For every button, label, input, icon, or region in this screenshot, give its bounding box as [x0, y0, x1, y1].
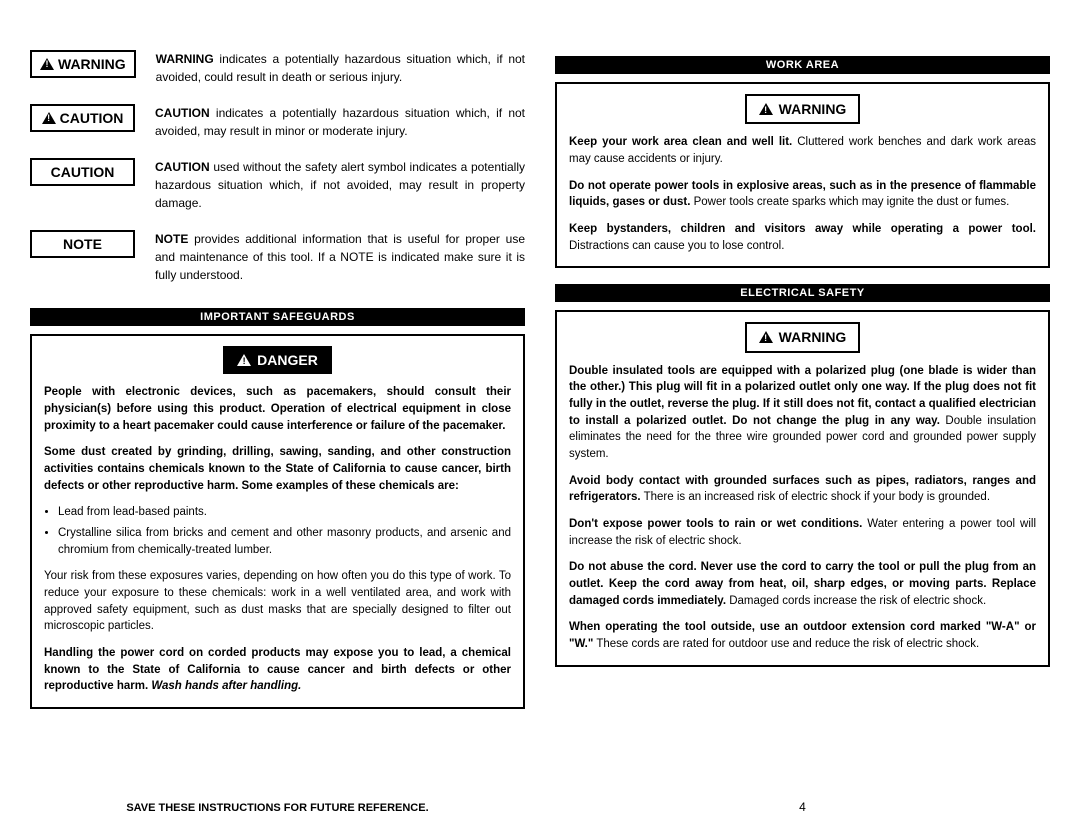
- caution-label-box: CAUTION: [30, 104, 135, 132]
- alert-icon: [40, 58, 54, 70]
- list-item: Lead from lead-based paints.: [58, 504, 511, 521]
- right-column: WORK AREA WARNING Keep your work area cl…: [555, 50, 1050, 814]
- danger-box: DANGER People with electronic devices, s…: [30, 334, 525, 709]
- def-text: CAUTION used without the safety alert sy…: [155, 158, 525, 212]
- danger-badge: DANGER: [223, 346, 332, 374]
- danger-p3: Your risk from these exposures varies, d…: [44, 568, 511, 635]
- def-warning: WARNING WARNING indicates a potentially …: [30, 50, 525, 86]
- elec-p2: Avoid body contact with grounded surface…: [569, 473, 1036, 506]
- work-p1: Keep your work area clean and well lit. …: [569, 134, 1036, 167]
- elec-p3: Don't expose power tools to rain or wet …: [569, 516, 1036, 549]
- electrical-box: WARNING Double insulated tools are equip…: [555, 310, 1050, 666]
- def-caution-noicon: CAUTION CAUTION used without the safety …: [30, 158, 525, 212]
- warning-badge: WARNING: [745, 94, 861, 124]
- warning-label-box: WARNING: [30, 50, 136, 78]
- left-column: WARNING WARNING indicates a potentially …: [30, 50, 525, 814]
- work-area-box: WARNING Keep your work area clean and we…: [555, 82, 1050, 268]
- alert-icon: [237, 354, 251, 366]
- alert-icon: [759, 331, 773, 343]
- label-text: NOTE: [63, 236, 102, 252]
- save-instructions: SAVE THESE INSTRUCTIONS FOR FUTURE REFER…: [30, 790, 525, 814]
- danger-p2: Some dust created by grinding, drilling,…: [44, 444, 511, 494]
- label-text: WARNING: [58, 56, 126, 72]
- elec-p4: Do not abuse the cord. Never use the cor…: [569, 559, 1036, 609]
- work-p2: Do not operate power tools in explosive …: [569, 178, 1036, 211]
- alert-icon: [42, 112, 56, 124]
- alert-icon: [759, 103, 773, 115]
- label-text: CAUTION: [60, 110, 124, 126]
- danger-p1: People with electronic devices, such as …: [44, 384, 511, 434]
- def-note: NOTE NOTE provides additional informatio…: [30, 230, 525, 284]
- label-text: CAUTION: [51, 164, 115, 180]
- work-p3: Keep bystanders, children and visitors a…: [569, 221, 1036, 254]
- safeguards-header: IMPORTANT SAFEGUARDS: [30, 308, 525, 326]
- warning-badge: WARNING: [745, 322, 861, 352]
- caution-label-box: CAUTION: [30, 158, 135, 186]
- danger-p4: Handling the power cord on corded produc…: [44, 645, 511, 695]
- def-text: WARNING indicates a potentially hazardou…: [156, 50, 525, 86]
- page-number: 4: [555, 788, 1050, 814]
- chem-list: Lead from lead-based paints. Crystalline…: [58, 504, 511, 558]
- work-area-header: WORK AREA: [555, 56, 1050, 74]
- electrical-header: ELECTRICAL SAFETY: [555, 284, 1050, 302]
- def-text: CAUTION indicates a potentially hazardou…: [155, 104, 525, 140]
- elec-p5: When operating the tool outside, use an …: [569, 619, 1036, 652]
- def-text: NOTE provides additional information tha…: [155, 230, 525, 284]
- note-label-box: NOTE: [30, 230, 135, 258]
- elec-p1: Double insulated tools are equipped with…: [569, 363, 1036, 463]
- list-item: Crystalline silica from bricks and cemen…: [58, 525, 511, 558]
- def-caution: CAUTION CAUTION indicates a potentially …: [30, 104, 525, 140]
